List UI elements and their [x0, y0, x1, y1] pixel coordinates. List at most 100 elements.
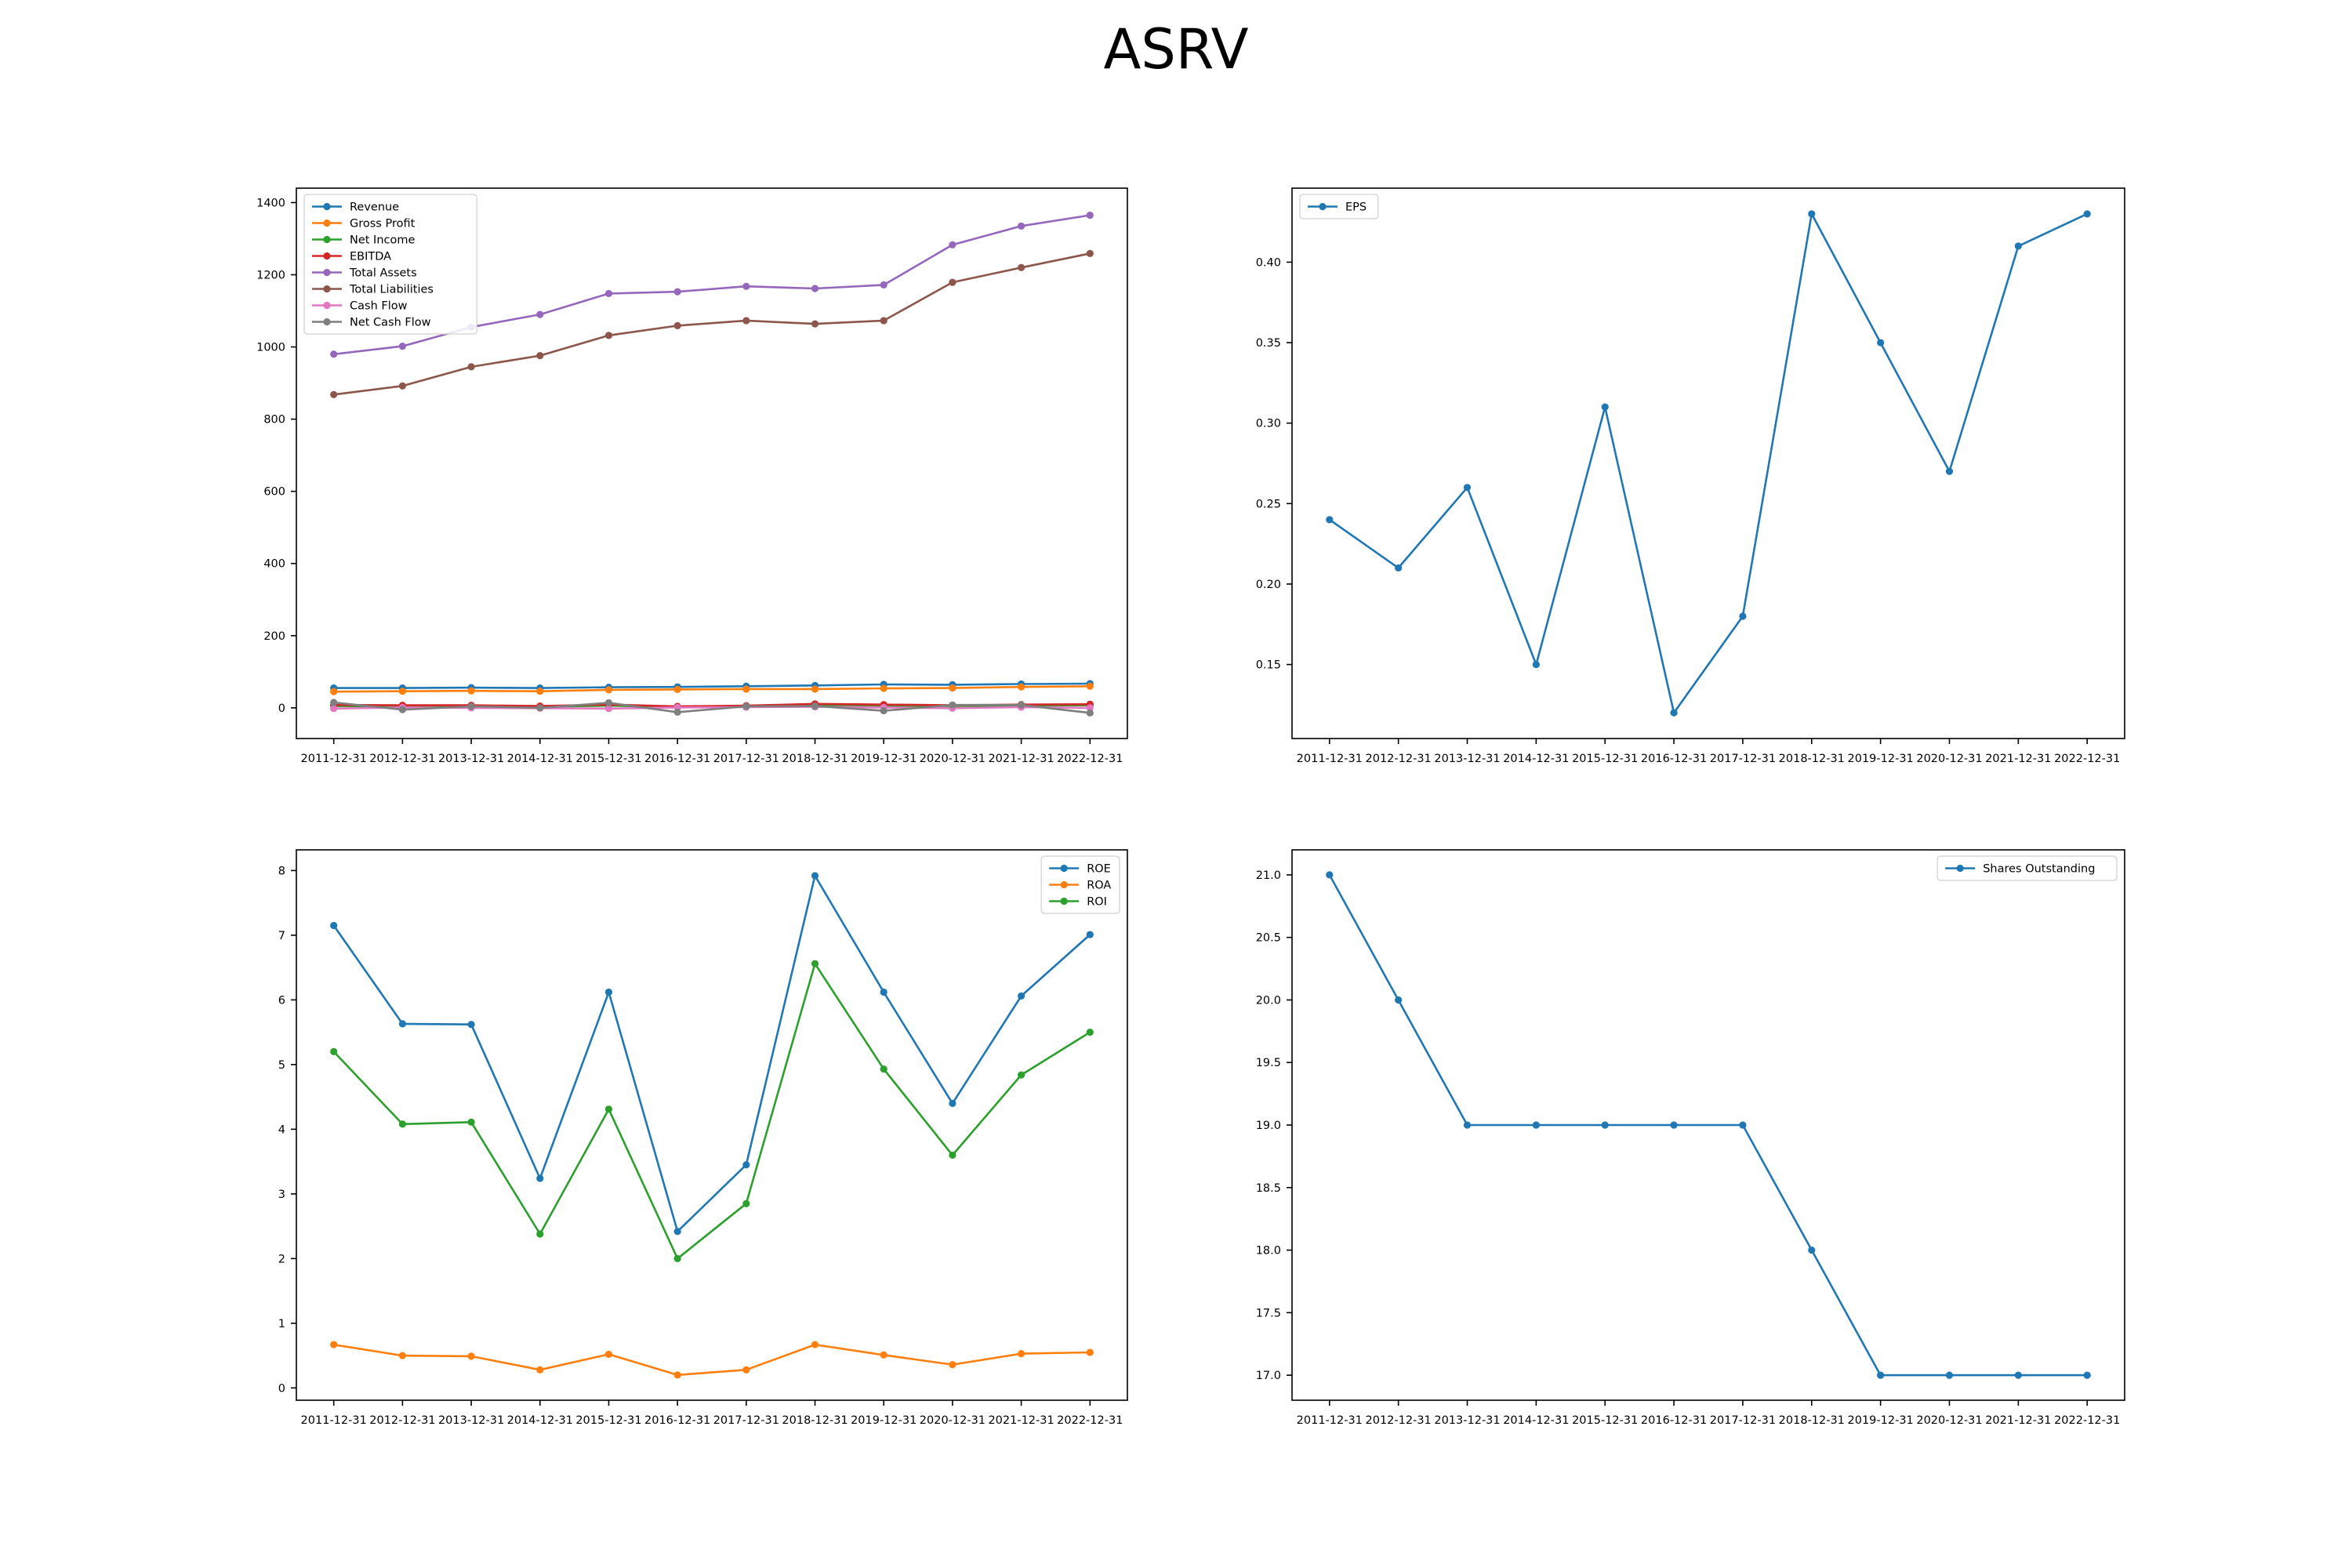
- total-assets-point: [1086, 211, 1094, 220]
- y-tick-label: 1400: [256, 197, 285, 209]
- roa-point: [330, 1341, 338, 1348]
- shares-outstanding-point: [1945, 1371, 1954, 1379]
- x-tick-label: 2017-12-31: [1710, 753, 1776, 765]
- x-tick-label: 2016-12-31: [1641, 753, 1707, 765]
- eps-point: [1463, 484, 1472, 492]
- total-assets-point: [536, 310, 544, 318]
- gross-profit-point: [467, 687, 475, 695]
- x-tick-label: 2022-12-31: [1057, 1414, 1123, 1427]
- total-liabilities-point: [949, 278, 956, 286]
- shares-outstanding-point: [1395, 996, 1403, 1004]
- legend-marker-roi: [1060, 897, 1068, 906]
- legend-box: [303, 194, 477, 335]
- total-assets-point: [949, 241, 956, 249]
- gross-profit-point: [1018, 683, 1025, 691]
- x-tick-label: 2018-12-31: [782, 753, 848, 765]
- y-tick-label: 0.30: [1256, 418, 1281, 430]
- total-liabilities-point: [536, 351, 544, 360]
- legend-label-eps: EPS: [1345, 201, 1367, 214]
- y-tick-label: 200: [263, 630, 285, 643]
- y-tick-label: 8: [278, 865, 285, 877]
- legend-marker-eps: [1319, 202, 1327, 211]
- total-liabilities-point: [604, 332, 613, 339]
- roa-point: [673, 1371, 681, 1379]
- roi-point: [880, 1065, 887, 1073]
- roe-point: [742, 1161, 750, 1169]
- x-tick-label: 2011-12-31: [1297, 753, 1363, 765]
- chart-eps: 2011-12-31 2012-12-31 2013-12-31 2014-12-31…: [1256, 187, 2125, 765]
- net-cash-flow-point: [742, 702, 750, 710]
- y-tick-label: 7: [278, 930, 285, 942]
- legend-marker-ebitda: [323, 252, 331, 260]
- roi-point: [330, 1047, 338, 1055]
- x-tick-label: 2016-12-31: [644, 753, 710, 765]
- eps-point: [1808, 210, 1816, 218]
- x-tick-label: 2014-12-31: [1503, 753, 1569, 765]
- y-tick-label: 0: [278, 1382, 285, 1395]
- legend-label-net-income: Net Income: [350, 234, 415, 247]
- roa-point: [1086, 1348, 1094, 1356]
- gross-profit-line: [333, 685, 1091, 693]
- x-tick-label: 2014-12-31: [507, 753, 573, 765]
- eps-point: [2014, 242, 2022, 250]
- total-liabilities-point: [330, 390, 338, 398]
- shares-outstanding-line: [1328, 874, 2088, 1377]
- net-cash-flow-point: [536, 704, 544, 712]
- roi-point: [742, 1200, 750, 1207]
- y-tick-label: 3: [278, 1189, 285, 1201]
- x-tick-label: 2019-12-31: [851, 1414, 916, 1427]
- cash-flow-point: [330, 705, 338, 713]
- net-cash-flow-point: [1086, 709, 1094, 717]
- legend: Revenue Gross Profit Net Income EBITDA Total…: [303, 194, 477, 335]
- gross-profit-point: [673, 685, 681, 693]
- x-tick-label: 2016-12-31: [1641, 1414, 1707, 1427]
- legend-label-total-liabilities: Total Liabilities: [349, 284, 434, 296]
- eps-point: [1670, 709, 1678, 717]
- y-tick-label: 1200: [256, 269, 285, 281]
- legend-marker-cash-flow: [323, 301, 331, 310]
- chart-returns: 2011-12-31 2012-12-31 2013-12-31 2014-12-31…: [278, 849, 1128, 1427]
- roa-point: [742, 1366, 750, 1374]
- roe-point: [330, 921, 338, 930]
- net-cash-flow-point: [949, 701, 956, 709]
- total-liabilities-point: [742, 317, 750, 325]
- legend-label-roe: ROE: [1087, 863, 1111, 876]
- eps-point: [1532, 660, 1540, 669]
- total-liabilities-line: [333, 252, 1091, 396]
- roi-point: [1086, 1029, 1094, 1036]
- roi-point: [1018, 1071, 1025, 1079]
- legend: ROE ROA ROI: [1040, 855, 1120, 914]
- x-tick-label: 2019-12-31: [1848, 1414, 1914, 1427]
- shares-outstanding-point: [1326, 871, 1334, 879]
- x-tick-label: 2021-12-31: [988, 1414, 1054, 1427]
- x-tick-label: 2019-12-31: [851, 753, 916, 765]
- x-tick-label: 2021-12-31: [1985, 1414, 2051, 1427]
- roe-point: [949, 1099, 956, 1107]
- total-liabilities-point: [467, 363, 475, 371]
- axes-frame: [1291, 187, 2125, 739]
- net-cash-flow-line: [333, 701, 1091, 714]
- figure-title: ASRV: [1103, 17, 1249, 82]
- y-tick-label: 17.0: [1256, 1370, 1281, 1382]
- eps-point: [1739, 612, 1747, 620]
- x-tick-label: 2012-12-31: [1366, 753, 1432, 765]
- total-liabilities-point: [398, 382, 406, 390]
- roi-point: [398, 1120, 406, 1128]
- y-tick-label: 18.0: [1256, 1245, 1281, 1258]
- y-tick-label: 1: [278, 1318, 285, 1330]
- y-tick-label: 5: [278, 1059, 285, 1072]
- x-tick-label: 2014-12-31: [1503, 1414, 1569, 1427]
- legend-label-shares-outstanding: Shares Outstanding: [1983, 863, 2095, 876]
- legend-label-gross-profit: Gross Profit: [350, 218, 416, 230]
- legend-label-revenue: Revenue: [350, 201, 399, 214]
- shares-outstanding-point: [1532, 1121, 1540, 1129]
- roa-point: [536, 1366, 544, 1374]
- gross-profit-point: [604, 686, 613, 694]
- y-tick-label: 21.0: [1256, 869, 1281, 882]
- x-tick-label: 2022-12-31: [1057, 753, 1123, 765]
- x-tick-label: 2017-12-31: [713, 1414, 779, 1427]
- roe-point: [398, 1020, 406, 1028]
- axes-frame: [296, 849, 1128, 1401]
- legend-label-total-assets: Total Assets: [349, 267, 417, 280]
- roi-point: [811, 960, 819, 967]
